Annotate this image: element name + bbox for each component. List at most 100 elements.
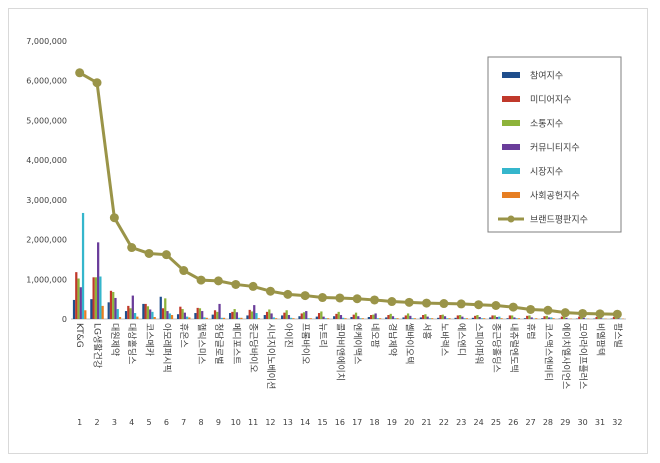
bar-4-12 bbox=[270, 313, 273, 319]
bar-6-14 bbox=[309, 318, 312, 319]
bar-1-6 bbox=[159, 296, 162, 319]
bar-3-1 bbox=[77, 278, 80, 319]
bar-6-5 bbox=[153, 317, 156, 319]
category-label: 메디포스트 bbox=[230, 323, 241, 364]
bar-4-27 bbox=[530, 317, 533, 319]
bar-4-26 bbox=[513, 317, 516, 319]
category-number: 24 bbox=[473, 418, 483, 427]
y-tick-label: 4,000,000 bbox=[26, 156, 67, 165]
category-number: 16 bbox=[335, 418, 345, 427]
brand-index-point-4 bbox=[127, 243, 137, 253]
legend-label: 사회공헌지수 bbox=[530, 191, 580, 202]
brand-index-point-20 bbox=[404, 297, 414, 307]
bar-6-10 bbox=[240, 317, 243, 319]
legend-swatch bbox=[502, 96, 520, 102]
category-number: 23 bbox=[456, 418, 466, 427]
bar-6-8 bbox=[205, 317, 208, 319]
bar-5-22 bbox=[446, 318, 449, 319]
category-label: 휴럼 bbox=[525, 323, 537, 340]
category-number: 28 bbox=[543, 418, 553, 427]
bar-3-30 bbox=[580, 316, 583, 319]
category-label: 종근당홀딩스 bbox=[490, 323, 502, 373]
category-number: 3 bbox=[112, 418, 117, 427]
bar-4-14 bbox=[305, 311, 308, 319]
bar-6-4 bbox=[136, 316, 139, 319]
bar-3-22 bbox=[441, 314, 444, 319]
bar-1-2 bbox=[90, 299, 93, 319]
y-tick-label: 0 bbox=[62, 315, 67, 324]
y-tick-label: 2,000,000 bbox=[26, 236, 67, 245]
bar-2-17 bbox=[352, 314, 355, 319]
brand-index-point-31 bbox=[595, 309, 605, 319]
category-number: 7 bbox=[181, 418, 186, 427]
bar-1-22 bbox=[437, 317, 440, 319]
legend-label: 미디어지수 bbox=[530, 95, 571, 106]
bar-6-11 bbox=[257, 318, 260, 319]
bar-4-13 bbox=[287, 315, 291, 319]
bar-6-22 bbox=[448, 318, 451, 319]
bar-4-19 bbox=[391, 316, 395, 319]
brand-index-point-10 bbox=[231, 279, 241, 289]
bar-5-3 bbox=[116, 309, 119, 319]
bar-3-8 bbox=[198, 308, 202, 319]
bar-6-27 bbox=[535, 318, 538, 319]
bar-2-6 bbox=[161, 308, 165, 319]
brand-index-point-3 bbox=[109, 213, 119, 223]
bar-5-21 bbox=[428, 318, 432, 319]
bar-1-13 bbox=[281, 315, 284, 319]
brand-index-point-1 bbox=[75, 68, 85, 78]
bar-5-11 bbox=[255, 313, 258, 319]
category-number: 17 bbox=[352, 418, 362, 427]
legend-swatch bbox=[502, 120, 520, 126]
bar-1-7 bbox=[176, 314, 180, 319]
bar-1-15 bbox=[315, 316, 318, 319]
bar-3-24 bbox=[476, 315, 479, 319]
bar-3-14 bbox=[302, 312, 306, 319]
category-label: 코스맥스엔비티 bbox=[542, 323, 553, 381]
bar-6-2 bbox=[101, 305, 104, 319]
bar-3-9 bbox=[216, 311, 219, 319]
bar-1-25 bbox=[489, 317, 492, 319]
category-label: 팜스빌 bbox=[612, 323, 623, 348]
bar-6-7 bbox=[188, 317, 191, 319]
bar-5-9 bbox=[220, 317, 223, 319]
category-number: 25 bbox=[491, 418, 501, 427]
bar-2-2 bbox=[92, 277, 95, 319]
bar-5-13 bbox=[290, 317, 293, 319]
bar-5-14 bbox=[307, 318, 310, 319]
bar-4-30 bbox=[582, 317, 585, 319]
category-number: 26 bbox=[508, 418, 518, 427]
category-label: 대상홀딩스 bbox=[126, 323, 138, 364]
category-label: 모아라이프플러스 bbox=[577, 323, 588, 389]
y-tick-label: 6,000,000 bbox=[26, 77, 67, 86]
category-number: 2 bbox=[94, 418, 99, 427]
category-number: 18 bbox=[369, 418, 379, 427]
category-label: 종근당바이오 bbox=[248, 323, 259, 373]
bar-2-29 bbox=[560, 316, 564, 319]
category-label: 시너지이노베이션 bbox=[265, 323, 276, 389]
category-label: 서흥 bbox=[421, 323, 433, 340]
category-number: 29 bbox=[560, 418, 570, 427]
brand-index-point-25 bbox=[491, 301, 501, 310]
bar-1-16 bbox=[333, 316, 336, 319]
category-label: KT&G bbox=[74, 323, 84, 348]
bar-6-21 bbox=[431, 318, 434, 319]
bar-4-17 bbox=[357, 316, 360, 319]
bar-4-20 bbox=[409, 315, 412, 319]
brand-index-point-21 bbox=[422, 298, 432, 308]
bar-2-13 bbox=[283, 312, 286, 319]
category-label: 내츄럴엔도텍 bbox=[508, 323, 519, 373]
bar-6-15 bbox=[326, 318, 330, 319]
legend-swatch bbox=[502, 72, 520, 78]
bar-1-24 bbox=[471, 317, 475, 319]
bar-6-23 bbox=[465, 318, 468, 319]
bar-5-5 bbox=[151, 311, 154, 319]
bar-4-5 bbox=[149, 309, 152, 319]
bar-3-16 bbox=[337, 311, 340, 319]
bar-3-3 bbox=[112, 291, 115, 319]
bar-2-18 bbox=[370, 315, 373, 319]
legend-swatch bbox=[502, 192, 520, 198]
legend-swatch-marker bbox=[507, 215, 515, 223]
brand-index-point-30 bbox=[578, 308, 588, 318]
category-number: 4 bbox=[129, 418, 134, 427]
